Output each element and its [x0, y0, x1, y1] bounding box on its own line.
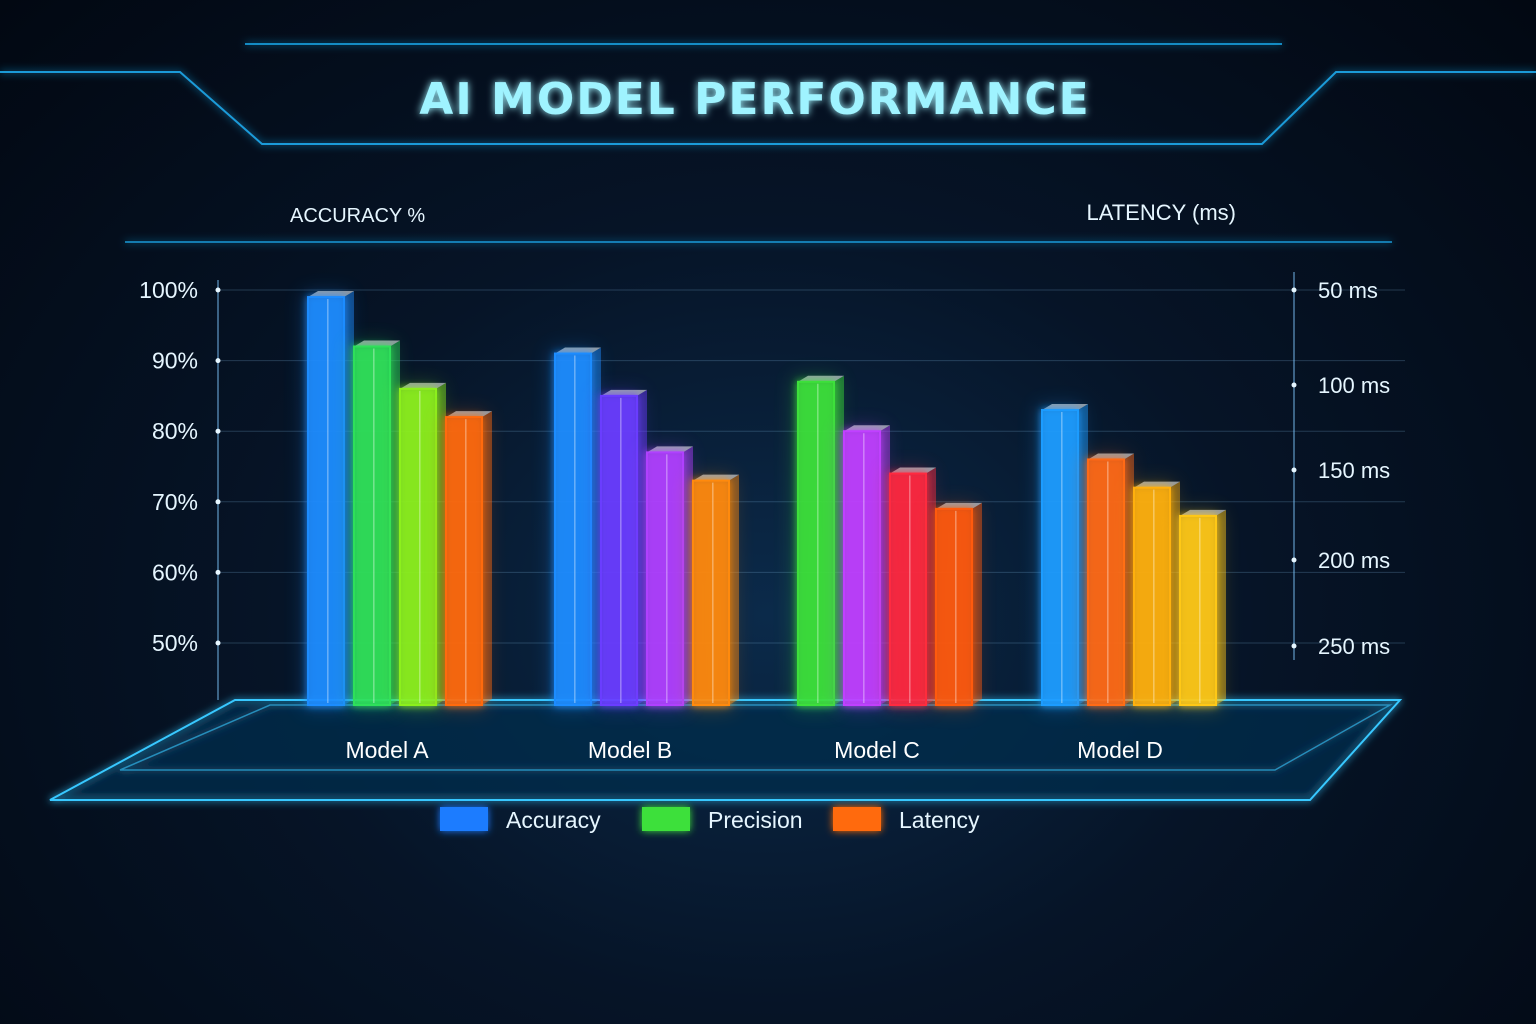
left-tick-dot [215, 287, 221, 293]
right-tick-dot [1291, 557, 1297, 563]
right-tick-label: 200 ms [1318, 548, 1390, 573]
right-tick-label: 50 ms [1318, 278, 1378, 303]
bar [886, 467, 936, 709]
right-tick-dot [1291, 643, 1297, 649]
legend-swatch [833, 807, 881, 831]
bar [304, 291, 354, 709]
bar [597, 389, 647, 709]
category-label: Model D [1077, 737, 1163, 763]
left-tick-label: 90% [152, 348, 198, 374]
right-tick-labels: 50 ms 100 ms 150 ms 200 ms 250 ms [1291, 278, 1390, 659]
left-tick-label: 60% [152, 559, 198, 585]
left-tick-labels: 100% 90% 80% 70% 60% 50% [139, 277, 221, 656]
axis-lines [217, 272, 1295, 700]
category-label: Model B [588, 737, 672, 763]
left-tick-label: 50% [152, 630, 198, 656]
legend-label: Precision [708, 807, 803, 833]
left-tick-label: 80% [152, 418, 198, 444]
legend-swatch [440, 807, 488, 831]
left-tick-dot [215, 640, 221, 646]
bar [551, 347, 601, 709]
right-tick-label: 250 ms [1318, 634, 1390, 659]
bar [1084, 453, 1134, 709]
bar [396, 382, 446, 709]
legend-label: Accuracy [506, 807, 601, 833]
bar [1176, 509, 1226, 709]
right-tick-dot [1291, 467, 1297, 473]
category-label: Model C [834, 737, 920, 763]
left-tick-dot [215, 358, 221, 364]
left-tick-dot [215, 428, 221, 434]
bar [643, 446, 693, 709]
left-tick-label: 100% [139, 277, 198, 303]
title-frame [0, 43, 1536, 243]
bar [442, 411, 492, 709]
legend: Accuracy Precision Latency [440, 807, 980, 833]
bar [689, 474, 739, 709]
left-axis-label: ACCURACY % [290, 205, 425, 227]
bar [840, 425, 890, 709]
chart-title: AI MODEL PERFORMANCE [419, 74, 1090, 125]
legend-item: Accuracy [440, 807, 601, 833]
bar [1038, 404, 1088, 709]
right-tick-dot [1291, 382, 1297, 388]
chart-platform [49, 699, 1403, 801]
legend-item: Precision [642, 807, 803, 833]
left-tick-dot [215, 569, 221, 575]
category-label: Model A [345, 737, 429, 763]
legend-item: Latency [833, 807, 980, 833]
legend-label: Latency [899, 807, 980, 833]
right-tick-dot [1291, 287, 1297, 293]
right-tick-label: 100 ms [1318, 373, 1390, 398]
left-tick-dot [215, 499, 221, 505]
bars-layer [304, 291, 1226, 709]
right-tick-label: 150 ms [1318, 458, 1390, 483]
right-axis-label: LATENCY (ms) [1086, 200, 1236, 225]
bar [794, 375, 844, 709]
bar [1130, 481, 1180, 709]
legend-swatch [642, 807, 690, 831]
bar [350, 340, 400, 709]
left-tick-label: 70% [152, 489, 198, 515]
category-labels: Model A Model B Model C Model D [345, 737, 1162, 763]
bar [932, 502, 982, 709]
